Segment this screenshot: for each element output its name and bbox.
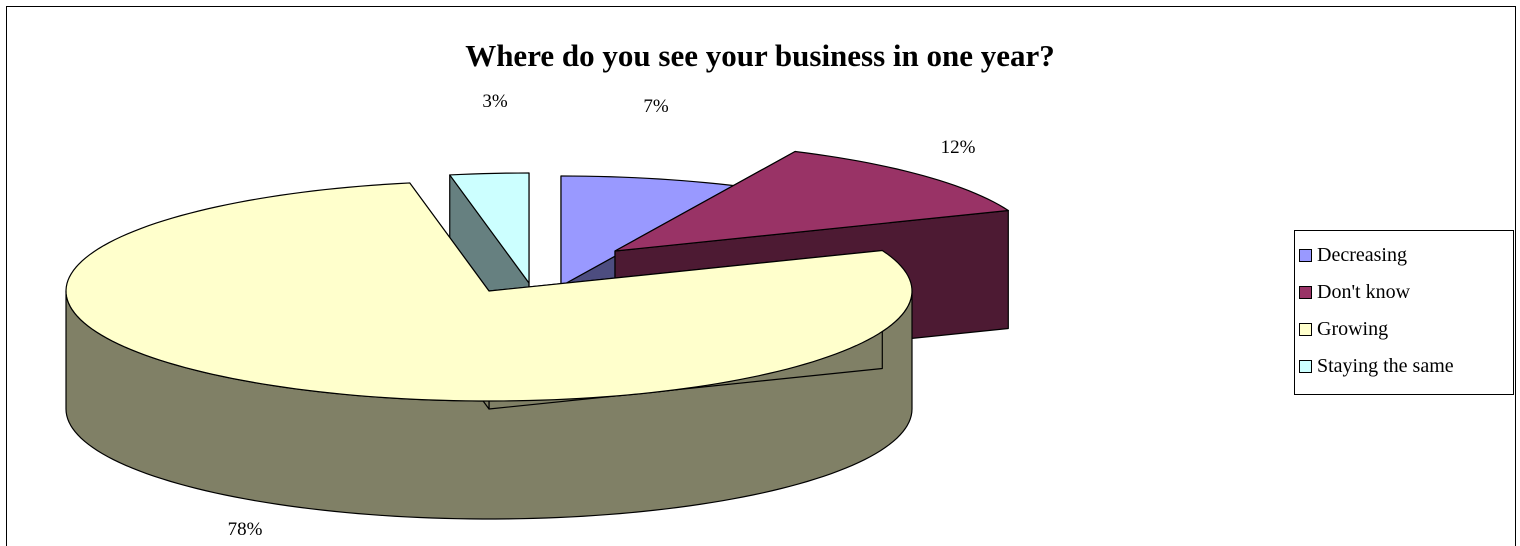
legend-item-dont-know: Don't know xyxy=(1295,274,1513,311)
legend: Decreasing Don't know Growing Staying th… xyxy=(1294,230,1514,395)
legend-label-growing: Growing xyxy=(1317,318,1388,341)
legend-label-staying-the-same: Staying the same xyxy=(1317,355,1454,378)
legend-swatch-growing xyxy=(1299,323,1312,336)
legend-item-staying-the-same: Staying the same xyxy=(1295,348,1513,385)
data-label-growing: 78% xyxy=(228,519,263,540)
data-label-decreasing: 7% xyxy=(643,96,669,117)
data-label-don-t-know: 12% xyxy=(941,137,976,158)
legend-label-decreasing: Decreasing xyxy=(1317,244,1407,267)
legend-item-growing: Growing xyxy=(1295,311,1513,348)
legend-swatch-staying-the-same xyxy=(1299,360,1312,373)
data-label-staying-the-same: 3% xyxy=(482,91,508,112)
legend-swatch-dont-know xyxy=(1299,286,1312,299)
legend-swatch-decreasing xyxy=(1299,249,1312,262)
legend-label-dont-know: Don't know xyxy=(1317,281,1410,304)
legend-item-decreasing: Decreasing xyxy=(1295,237,1513,274)
